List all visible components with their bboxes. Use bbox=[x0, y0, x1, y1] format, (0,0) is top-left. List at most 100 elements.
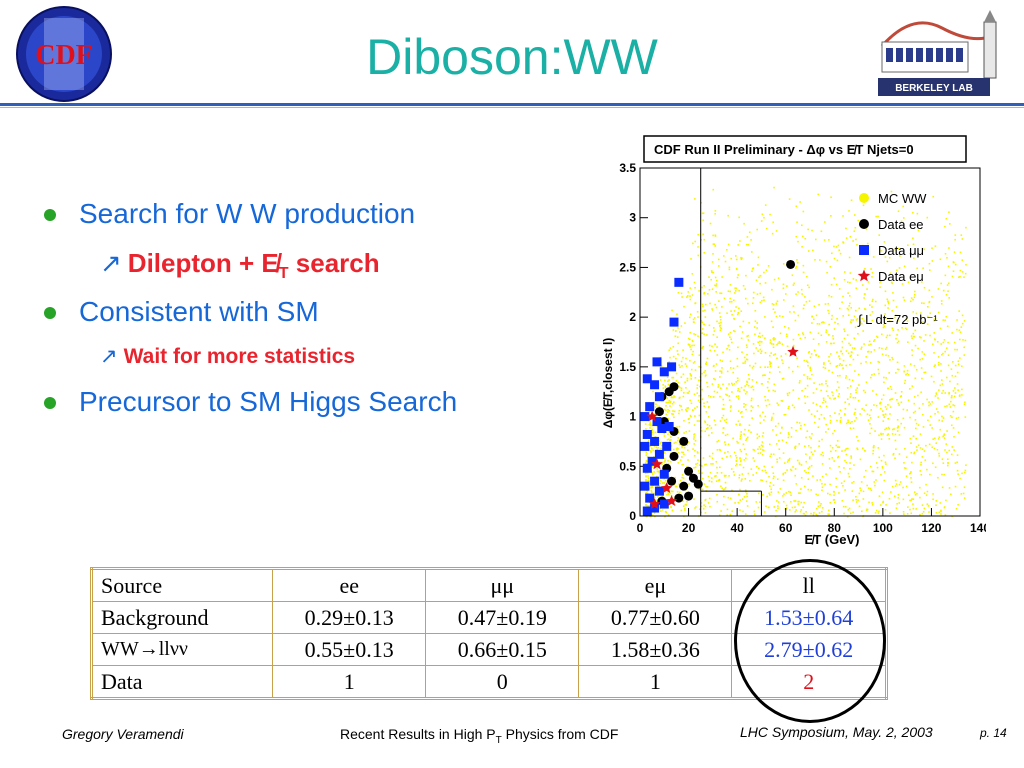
mc-ww-point bbox=[855, 495, 857, 498]
mc-ww-point bbox=[729, 410, 732, 412]
mc-ww-point bbox=[664, 515, 666, 518]
mc-ww-point bbox=[693, 436, 695, 438]
mc-ww-point bbox=[708, 288, 711, 291]
mc-ww-point bbox=[704, 303, 707, 306]
mc-ww-point bbox=[869, 432, 871, 435]
mc-ww-point bbox=[832, 432, 834, 435]
mc-ww-point bbox=[873, 481, 876, 483]
table-cell: 1 bbox=[272, 665, 427, 699]
mc-ww-point bbox=[721, 408, 724, 410]
mc-ww-point bbox=[813, 305, 816, 308]
mc-ww-point bbox=[774, 311, 776, 313]
mc-ww-point bbox=[757, 341, 759, 344]
mc-ww-point bbox=[914, 344, 917, 347]
mc-ww-point bbox=[807, 250, 810, 252]
mc-ww-point bbox=[821, 438, 823, 441]
mc-ww-point bbox=[938, 452, 940, 455]
mc-ww-point bbox=[963, 403, 966, 406]
mc-ww-point bbox=[820, 389, 822, 392]
mc-ww-point bbox=[892, 292, 894, 294]
mc-ww-point bbox=[712, 234, 714, 237]
mc-ww-point bbox=[722, 351, 724, 354]
mc-ww-point bbox=[705, 463, 707, 466]
mc-ww-point bbox=[772, 221, 774, 224]
table-cell: 0.47±0.19 bbox=[425, 601, 580, 634]
mc-ww-point bbox=[677, 327, 679, 329]
mc-ww-point bbox=[741, 351, 743, 353]
mc-ww-point bbox=[755, 347, 758, 349]
mc-ww-point bbox=[902, 217, 905, 219]
mc-ww-point bbox=[736, 377, 739, 380]
mc-ww-point bbox=[644, 423, 647, 425]
mc-ww-point bbox=[668, 361, 670, 363]
mc-ww-point bbox=[699, 401, 701, 404]
mc-ww-point bbox=[728, 348, 731, 351]
mc-ww-point bbox=[905, 456, 908, 459]
mc-ww-point bbox=[938, 511, 941, 514]
mc-ww-point bbox=[702, 508, 705, 510]
mc-ww-point bbox=[712, 396, 715, 398]
mc-ww-point bbox=[768, 390, 770, 392]
mc-ww-point bbox=[703, 285, 705, 287]
mc-ww-point bbox=[860, 346, 863, 349]
mc-ww-point bbox=[899, 481, 902, 483]
mc-ww-point bbox=[663, 457, 665, 460]
mc-ww-point bbox=[809, 367, 812, 370]
mc-ww-point bbox=[940, 343, 943, 345]
mc-ww-point bbox=[818, 303, 820, 306]
mc-ww-point bbox=[733, 451, 736, 454]
mc-ww-point bbox=[903, 462, 905, 464]
mc-ww-point bbox=[946, 284, 949, 286]
mc-ww-point bbox=[963, 346, 965, 349]
mc-ww-point bbox=[948, 247, 950, 249]
mc-ww-point bbox=[869, 417, 872, 419]
header-cell: Source bbox=[90, 568, 274, 602]
mc-ww-point bbox=[731, 313, 733, 316]
mc-ww-point bbox=[798, 422, 801, 424]
mc-ww-point bbox=[773, 278, 776, 281]
mc-ww-point bbox=[913, 364, 916, 367]
mc-ww-point bbox=[818, 323, 821, 325]
mc-ww-point bbox=[956, 469, 959, 472]
data-point-square bbox=[662, 441, 672, 451]
mc-ww-point bbox=[814, 450, 816, 452]
mc-ww-point bbox=[761, 435, 764, 437]
header-cell: ee bbox=[272, 568, 427, 602]
mc-ww-point bbox=[794, 468, 797, 470]
mc-ww-point bbox=[829, 493, 831, 496]
mc-ww-point bbox=[783, 326, 786, 328]
mc-ww-point bbox=[733, 310, 736, 312]
mc-ww-point bbox=[764, 337, 766, 340]
mc-ww-point bbox=[764, 395, 766, 398]
mc-ww-point bbox=[828, 458, 831, 460]
mc-ww-point bbox=[824, 221, 826, 223]
mc-ww-point bbox=[682, 373, 685, 376]
mc-ww-point bbox=[726, 248, 728, 251]
mc-ww-point bbox=[747, 339, 750, 341]
x-tick-label: 80 bbox=[828, 521, 842, 535]
mc-ww-point bbox=[713, 330, 716, 332]
mc-ww-point bbox=[883, 376, 885, 379]
mc-ww-point bbox=[860, 489, 862, 492]
mc-ww-point bbox=[935, 392, 938, 394]
mc-ww-point bbox=[942, 435, 944, 438]
mc-ww-point bbox=[766, 366, 769, 368]
mc-ww-point bbox=[849, 393, 852, 395]
mc-ww-point bbox=[707, 416, 710, 418]
mc-ww-point bbox=[645, 454, 648, 456]
mc-ww-point bbox=[669, 347, 672, 349]
mc-ww-point bbox=[914, 377, 917, 380]
mc-ww-point bbox=[764, 415, 767, 418]
mc-ww-point bbox=[700, 430, 703, 432]
mc-ww-point bbox=[765, 505, 767, 508]
mc-ww-point bbox=[733, 317, 735, 320]
mc-ww-point bbox=[740, 256, 742, 259]
mc-ww-point bbox=[669, 401, 672, 404]
mc-ww-point bbox=[764, 399, 767, 402]
mc-ww-point bbox=[665, 405, 667, 407]
mc-ww-point bbox=[950, 368, 953, 370]
mc-ww-point bbox=[922, 426, 925, 428]
mc-ww-point bbox=[732, 437, 734, 440]
mc-ww-point bbox=[709, 302, 711, 305]
mc-ww-point bbox=[928, 511, 930, 513]
